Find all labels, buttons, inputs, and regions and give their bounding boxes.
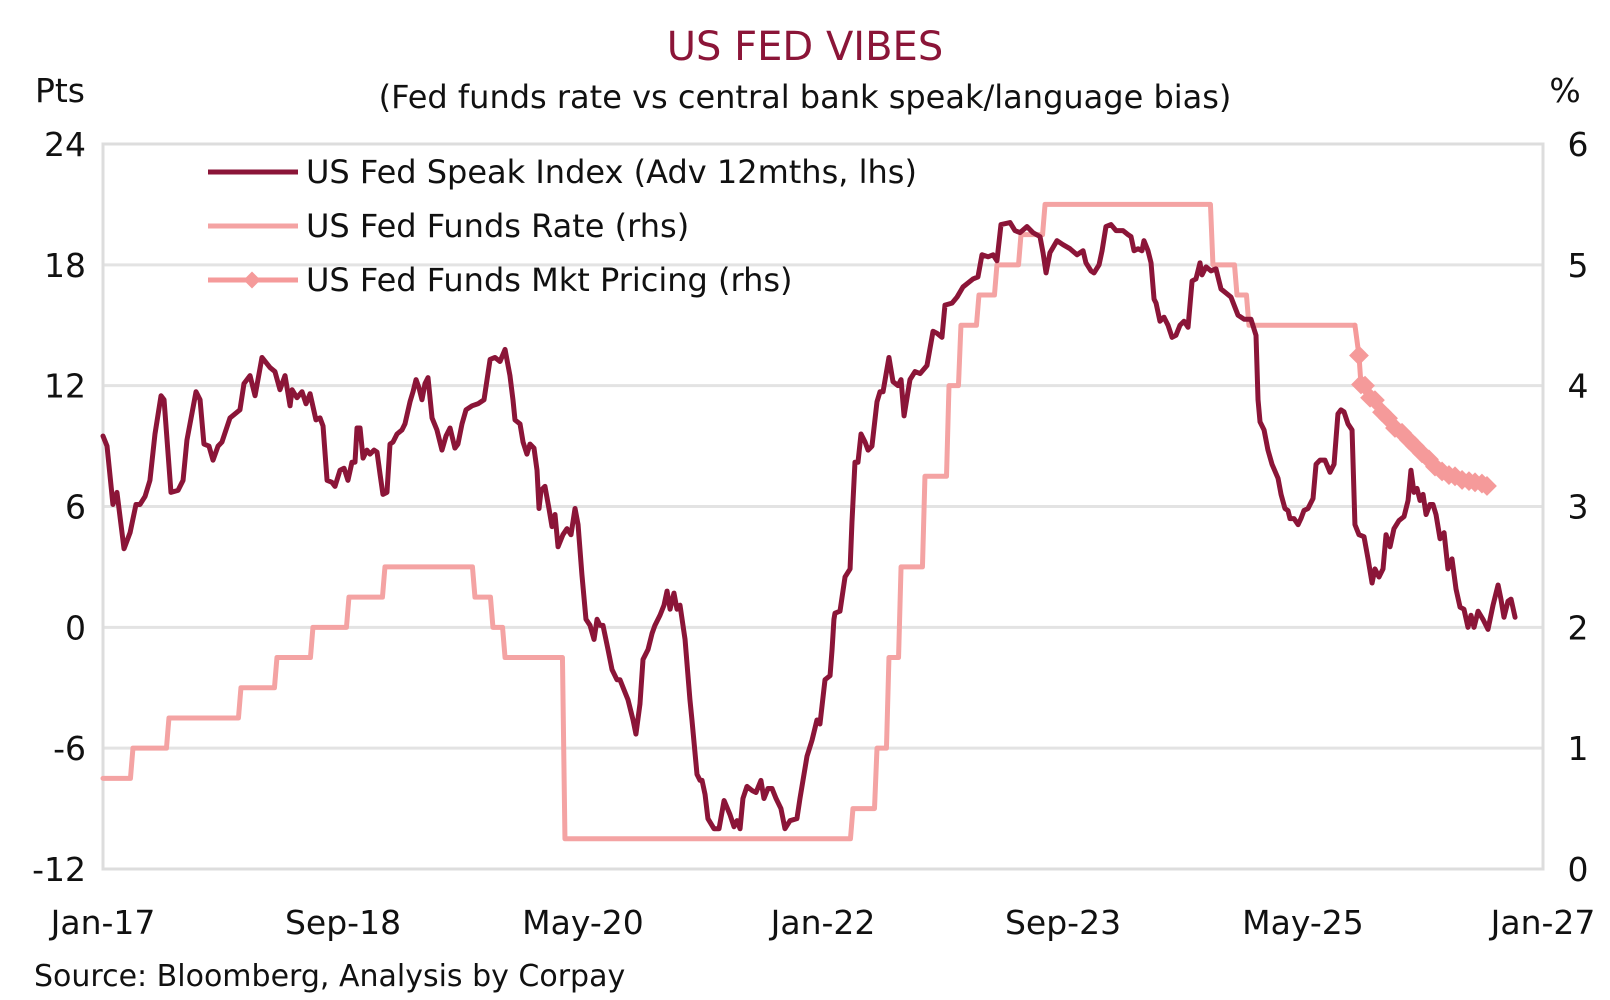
series-line-speak-index	[100, 220, 1518, 832]
legend-item-mkt-pricing: US Fed Funds Mkt Pricing (rhs)	[208, 261, 793, 299]
left-axis-tick-label: -12	[32, 850, 86, 889]
legend: US Fed Speak Index (Adv 12mths, lhs) US …	[208, 153, 917, 299]
x-axis-tick-label: Sep-23	[1005, 903, 1121, 942]
right-axis-tick-label: 6	[1568, 125, 1589, 164]
x-axis-tick-label: Jan-27	[1489, 903, 1596, 942]
legend-marker-mkt-pricing	[243, 271, 261, 289]
legend-label-funds-rate: US Fed Funds Rate (rhs)	[306, 207, 689, 245]
x-axis-ticks: Jan-17 Sep-18 May-20 Jan-22 Sep-23 May-25 Jan-…	[49, 903, 1596, 942]
left-axis-ticks: 24 18 12 6 0 -6 -12	[32, 125, 86, 889]
left-axis-tick-label: 18	[44, 246, 86, 285]
right-axis-ticks: 6 5 4 3 2 1 0	[1568, 125, 1589, 889]
right-axis-unit-label: %	[1549, 71, 1580, 110]
x-axis-tick-label: Sep-18	[285, 903, 401, 942]
x-axis-tick-label: May-20	[522, 903, 644, 942]
x-axis-tick-label: Jan-22	[769, 903, 876, 942]
legend-label-mkt-pricing: US Fed Funds Mkt Pricing (rhs)	[306, 261, 793, 299]
series-line-funds-rate	[100, 201, 1358, 842]
left-axis-tick-label: 24	[44, 125, 86, 164]
plot-area-border	[101, 142, 1545, 871]
x-axis-tick-label: May-25	[1242, 903, 1364, 942]
legend-item-speak-index: US Fed Speak Index (Adv 12mths, lhs)	[208, 153, 917, 191]
legend-item-funds-rate: US Fed Funds Rate (rhs)	[208, 207, 689, 245]
left-axis-tick-label: 12	[44, 367, 86, 406]
right-axis-tick-label: 4	[1568, 367, 1589, 406]
source-note: Source: Bloomberg, Analysis by Corpay	[34, 959, 625, 994]
data-point-mkt-pricing	[1349, 345, 1369, 366]
right-axis-tick-label: 5	[1568, 246, 1589, 285]
left-axis-tick-label: 6	[65, 488, 86, 527]
data-point-mkt-pricing	[1477, 476, 1497, 496]
right-axis-tick-label: 3	[1568, 488, 1589, 527]
left-axis-unit-label: Pts	[35, 71, 85, 110]
gridlines	[103, 142, 1543, 871]
left-axis-tick-label: -6	[53, 729, 86, 768]
right-axis-tick-label: 0	[1568, 850, 1589, 889]
x-axis-tick-label: Jan-17	[49, 903, 156, 942]
right-axis-tick-label: 2	[1568, 608, 1589, 647]
left-axis-tick-label: 0	[65, 608, 86, 647]
legend-label-speak-index: US Fed Speak Index (Adv 12mths, lhs)	[306, 153, 917, 191]
chart-title: US FED VIBES	[667, 24, 943, 70]
series-layer	[100, 201, 1518, 842]
chart-subtitle: (Fed funds rate vs central bank speak/la…	[379, 78, 1232, 116]
right-axis-tick-label: 1	[1568, 729, 1589, 768]
